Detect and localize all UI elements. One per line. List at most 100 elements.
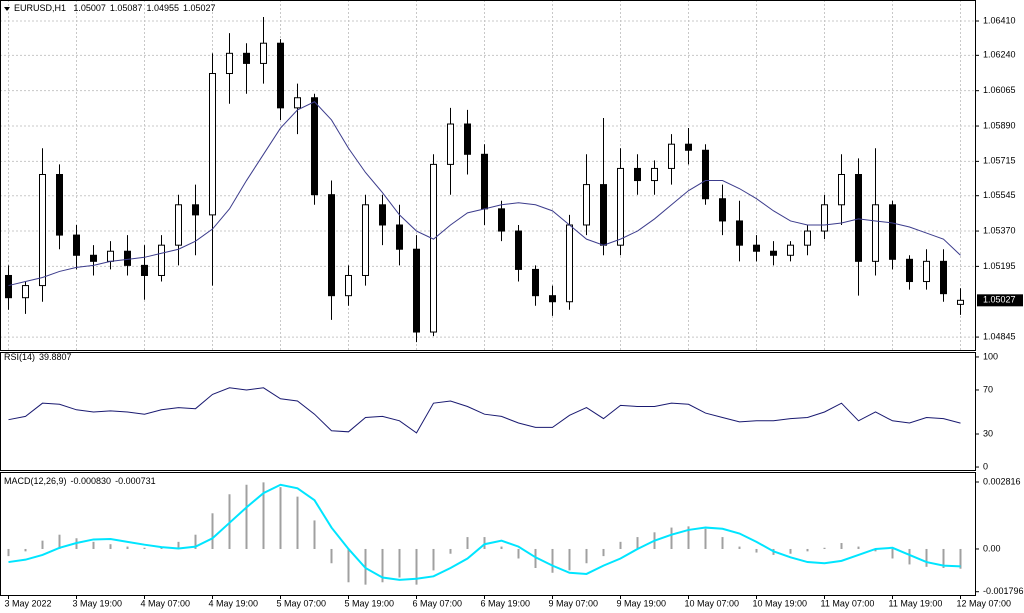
macd-histogram-bar bbox=[891, 548, 894, 559]
macd-histogram-bar bbox=[925, 548, 928, 567]
macd-histogram-bar bbox=[704, 528, 707, 549]
macd-main-value: -0.000830 bbox=[71, 476, 112, 486]
candle-body bbox=[22, 285, 29, 299]
candle-body bbox=[328, 194, 335, 297]
candle-body bbox=[158, 244, 165, 276]
macd-histogram-bar bbox=[687, 526, 690, 549]
y-tick-label: 1.05370 bbox=[983, 225, 1016, 235]
x-tick-label: 9 May 19:00 bbox=[617, 598, 667, 608]
macd-histogram-bar bbox=[738, 546, 741, 549]
y-tick-label: 0.00 bbox=[983, 543, 1001, 553]
macd-histogram-bar bbox=[347, 548, 350, 583]
macd-histogram-bar bbox=[296, 496, 299, 549]
header-close: 1.05027 bbox=[183, 3, 216, 13]
macd-histogram-bar bbox=[126, 546, 129, 549]
candle-body bbox=[906, 258, 913, 283]
macd-histogram-bar bbox=[806, 548, 809, 552]
x-tick-label: 10 May 07:00 bbox=[685, 598, 740, 608]
candle-body bbox=[668, 143, 675, 169]
candle-body bbox=[566, 224, 573, 303]
y-tick-label: 1.05715 bbox=[983, 156, 1016, 166]
macd-signal-line bbox=[8, 483, 961, 581]
x-tick-label: 11 May 19:00 bbox=[889, 598, 943, 608]
y-tick-label: 1.05545 bbox=[983, 190, 1016, 200]
y-tick-label: 1.05890 bbox=[983, 120, 1016, 130]
macd-histogram-bar bbox=[670, 527, 673, 549]
y-tick-label: 0.002816 bbox=[983, 476, 1021, 486]
y-tick-label: -0.001796 bbox=[983, 586, 1024, 596]
rsi-panel-frame bbox=[0, 352, 976, 471]
macd-histogram-bar bbox=[874, 548, 877, 552]
x-tick-label: 4 May 19:00 bbox=[209, 598, 259, 608]
macd-histogram-bar bbox=[415, 548, 418, 585]
macd-histogram-bar bbox=[211, 513, 214, 549]
macd-histogram-bar bbox=[330, 548, 333, 564]
candle-body bbox=[532, 268, 539, 297]
macd-histogram-bar bbox=[959, 548, 962, 569]
candle-body bbox=[226, 52, 233, 75]
macd-histogram-bar bbox=[789, 548, 792, 554]
macd-histogram-bar bbox=[840, 543, 843, 549]
y-tick-label: 1.06065 bbox=[983, 85, 1016, 95]
macd-histogram-bar bbox=[24, 548, 27, 552]
candle-body bbox=[872, 204, 879, 262]
symbol-menu-icon[interactable] bbox=[4, 7, 10, 11]
y-tick-label: 1.06240 bbox=[983, 50, 1016, 60]
header-open: 1.05007 bbox=[73, 3, 106, 13]
macd-histogram-bar bbox=[755, 548, 758, 553]
candle-body bbox=[889, 204, 896, 260]
candle-body bbox=[515, 230, 522, 270]
candle-body bbox=[430, 163, 437, 333]
current-price-box bbox=[977, 294, 1023, 307]
candle-body bbox=[311, 97, 318, 196]
x-tick-label: 4 May 07:00 bbox=[141, 598, 191, 608]
candle-body bbox=[549, 295, 556, 303]
macd-histogram-bar bbox=[602, 548, 605, 557]
symbol-title: EURUSD,H1 bbox=[14, 3, 66, 13]
macd-histogram-bar bbox=[381, 548, 384, 583]
y-tick-label: 70 bbox=[983, 384, 993, 394]
macd-histogram-bar bbox=[908, 548, 911, 565]
rsi-line bbox=[8, 387, 961, 434]
candle-body bbox=[39, 173, 46, 287]
macd-histogram-bar bbox=[92, 541, 95, 549]
x-tick-label: 12 May 07:00 bbox=[957, 598, 1012, 608]
moving-average-line bbox=[8, 101, 961, 287]
indicator-title: MACD(12,26,9) bbox=[4, 476, 67, 486]
candle-body bbox=[5, 274, 12, 299]
indicator-value: 39.8807 bbox=[39, 352, 72, 362]
x-tick-label: 10 May 19:00 bbox=[753, 598, 808, 608]
candle-body bbox=[702, 149, 709, 200]
candle-body bbox=[260, 42, 267, 64]
candle-body bbox=[464, 123, 471, 155]
y-tick-label: 1.06410 bbox=[983, 15, 1016, 25]
x-tick-label: 6 May 07:00 bbox=[413, 598, 463, 608]
candle-body bbox=[838, 173, 845, 206]
macd-histogram-bar bbox=[466, 537, 469, 549]
candle-body bbox=[685, 143, 692, 151]
candle-body bbox=[617, 167, 624, 246]
candle-body bbox=[770, 250, 777, 256]
candle-body bbox=[855, 173, 862, 262]
candle-body bbox=[107, 250, 114, 262]
candle-body bbox=[175, 204, 182, 246]
candle-body bbox=[787, 244, 794, 256]
candle-body bbox=[294, 97, 301, 109]
indicator-header: RSI(14) 39.8807 bbox=[4, 352, 72, 362]
symbol-header: EURUSD,H1 1.05007 1.05087 1.04955 1.05027 bbox=[14, 3, 216, 13]
candle-body bbox=[243, 52, 250, 64]
macd-histogram-bar bbox=[7, 548, 10, 557]
candle-body bbox=[923, 260, 930, 283]
candle-body bbox=[124, 250, 131, 266]
x-tick-label: 3 May 19:00 bbox=[73, 598, 123, 608]
macd-histogram-bar bbox=[313, 520, 316, 549]
candle-body bbox=[345, 274, 352, 297]
macd-histogram-bar bbox=[194, 534, 197, 549]
candle-body bbox=[379, 204, 386, 226]
header-low: 1.04955 bbox=[146, 3, 179, 13]
macd-histogram-bar bbox=[585, 548, 588, 564]
header-high: 1.05087 bbox=[110, 3, 143, 13]
